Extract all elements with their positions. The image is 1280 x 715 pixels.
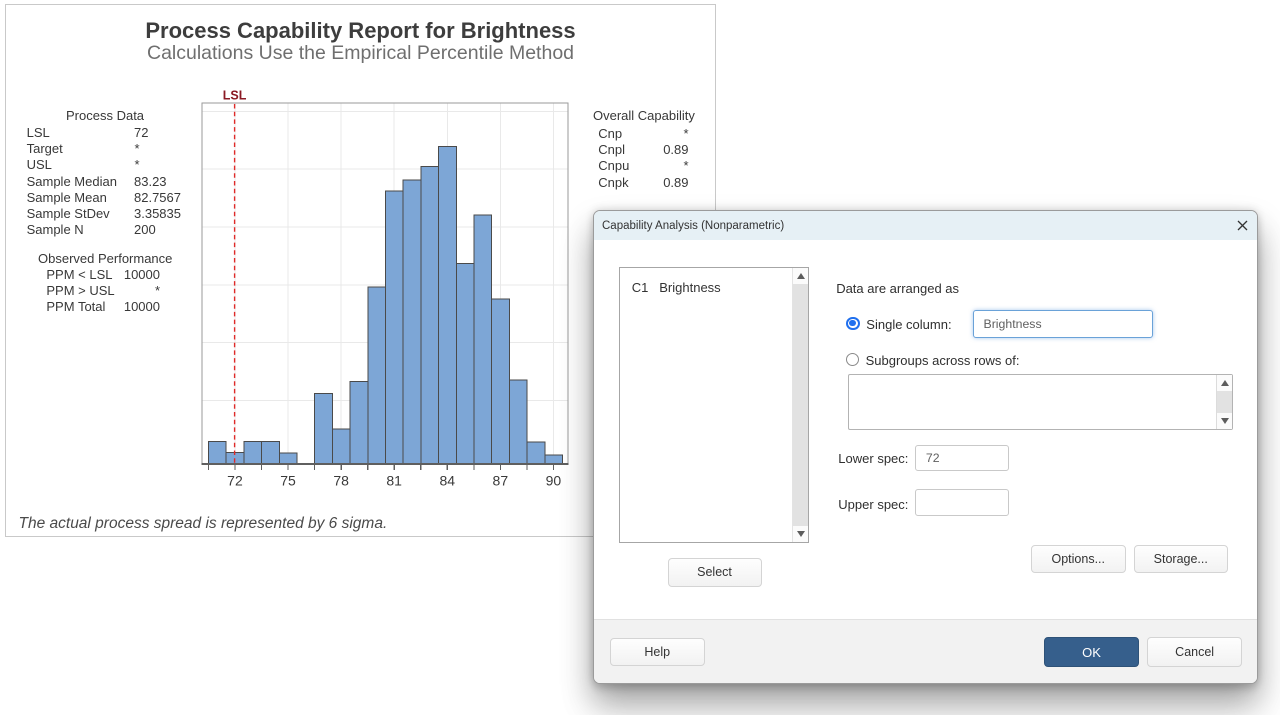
svg-text:LSL: LSL [223, 89, 247, 103]
svg-text:75: 75 [280, 473, 296, 489]
svg-text:90: 90 [546, 473, 562, 489]
svg-text:78: 78 [333, 473, 349, 489]
svg-text:84: 84 [439, 473, 455, 489]
svg-text:72: 72 [227, 473, 243, 489]
svg-text:81: 81 [386, 473, 402, 489]
svg-text:87: 87 [493, 473, 509, 489]
